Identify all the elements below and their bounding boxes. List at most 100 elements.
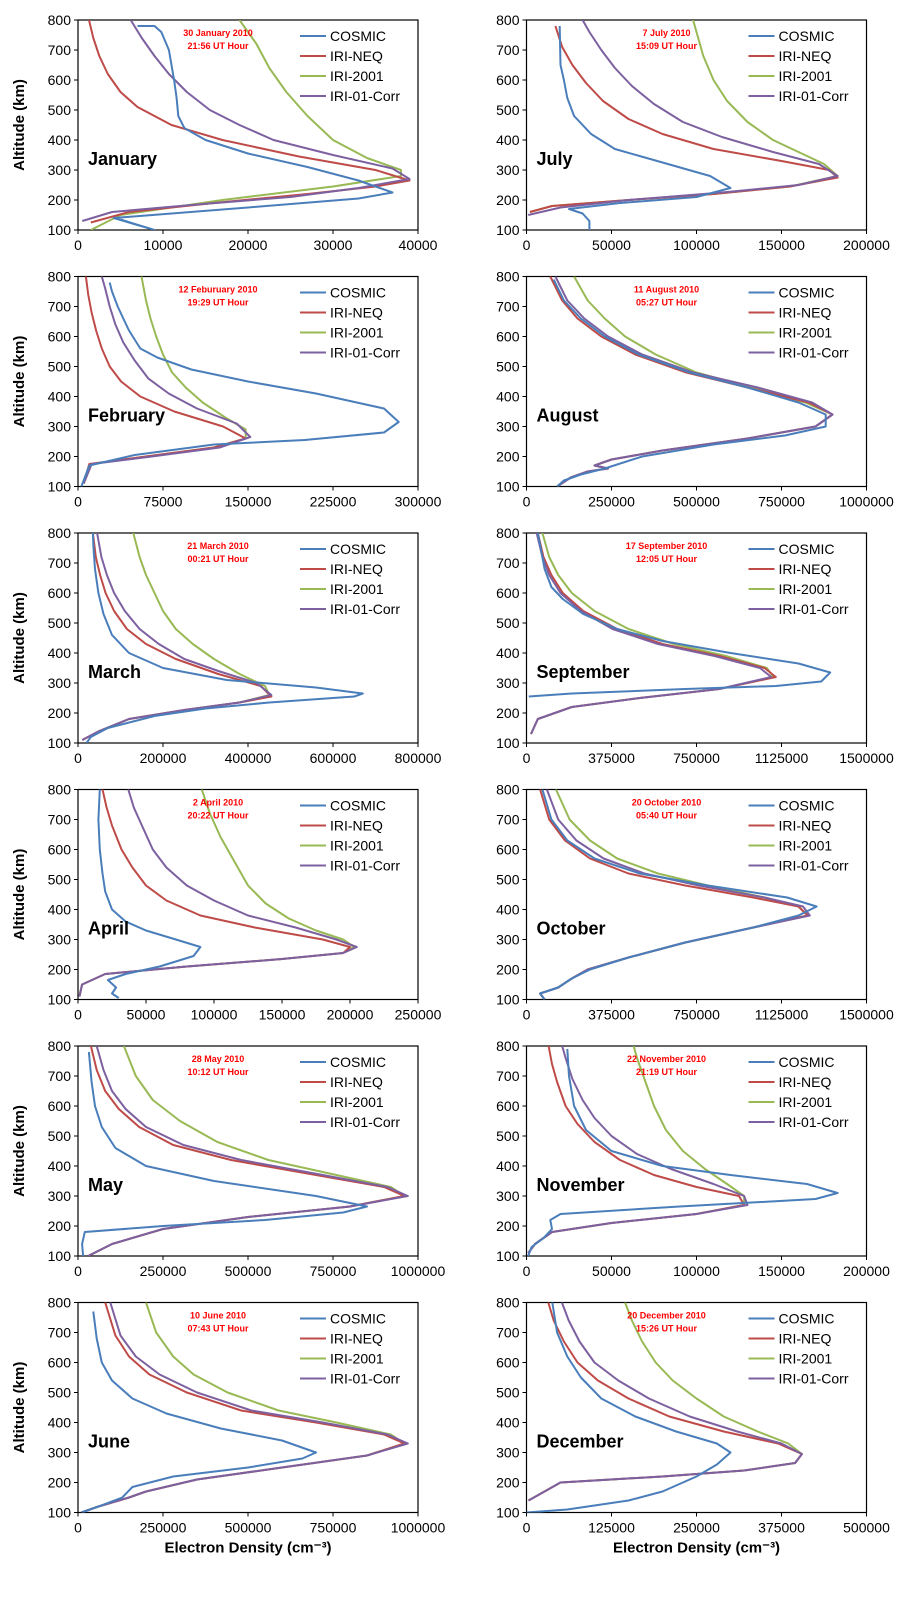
y-tick-label: 400 xyxy=(48,902,72,918)
legend-entry: IRI-01-Corr xyxy=(779,601,849,617)
y-tick-label: 400 xyxy=(496,132,520,148)
y-tick-label: 400 xyxy=(48,389,72,405)
plot-area xyxy=(525,275,868,488)
legend-entry: IRI-2001 xyxy=(779,325,833,341)
month-label: May xyxy=(88,1175,123,1195)
x-tick-label: 250000 xyxy=(673,1520,720,1536)
month-label: August xyxy=(537,406,599,426)
y-tick-label: 600 xyxy=(48,329,72,345)
legend-entry: IRI-NEQ xyxy=(330,1331,383,1347)
month-label: September xyxy=(537,662,630,682)
month-label: February xyxy=(88,406,165,426)
time-label: 20:22 UT Hour xyxy=(187,811,249,821)
month-label: March xyxy=(88,662,141,682)
legend-entry: IRI-2001 xyxy=(779,68,833,84)
y-axis-label: Altitude (km) xyxy=(11,592,28,684)
date-label: 10 June 2010 xyxy=(190,1311,246,1321)
y-tick-label: 200 xyxy=(48,449,72,465)
legend-entry: COSMIC xyxy=(779,1054,835,1070)
panel-october: 100 200 300 400 500 600 700 800 0 375000 750000 112… xyxy=(496,782,894,1023)
x-tick-label: 250000 xyxy=(588,494,635,510)
y-tick-label: 100 xyxy=(496,1248,520,1264)
y-tick-label: 800 xyxy=(48,12,72,28)
x-tick-label: 0 xyxy=(74,750,82,766)
y-tick-label: 100 xyxy=(496,1505,520,1521)
date-label: 12 Feburuary 2010 xyxy=(178,285,257,295)
legend-entry: IRI-01-Corr xyxy=(330,88,400,104)
date-label: 30 January 2010 xyxy=(183,28,253,38)
y-tick-label: 700 xyxy=(48,1068,72,1084)
x-tick-label: 20000 xyxy=(229,237,268,253)
x-tick-label: 150000 xyxy=(758,1263,805,1279)
date-label: 20 December 2010 xyxy=(627,1311,706,1321)
panel-may: 100 200 300 400 500 600 700 800 0 250000 500000 750… xyxy=(11,1038,445,1279)
y-tick-label: 300 xyxy=(48,675,72,691)
x-tick-label: 500000 xyxy=(843,1520,890,1536)
time-label: 21:56 UT Hour xyxy=(187,41,249,51)
x-tick-label: 750000 xyxy=(673,750,720,766)
y-tick-label: 500 xyxy=(496,615,520,631)
time-label: 00:21 UT Hour xyxy=(187,554,249,564)
x-tick-label: 400000 xyxy=(225,750,272,766)
x-tick-label: 0 xyxy=(74,1007,82,1023)
series-line-iri-2001 xyxy=(90,20,402,230)
y-tick-label: 200 xyxy=(48,192,72,208)
x-tick-label: 75000 xyxy=(144,494,183,510)
x-tick-label: 1125000 xyxy=(755,750,809,766)
time-label: 07:43 UT Hour xyxy=(187,1324,249,1334)
y-tick-label: 100 xyxy=(496,992,520,1008)
legend-entry: IRI-NEQ xyxy=(779,1331,832,1347)
panel-april: 100 200 300 400 500 600 700 800 0 50000 100000 1500… xyxy=(11,782,442,1023)
y-tick-label: 700 xyxy=(496,812,520,828)
legend-entry: IRI-NEQ xyxy=(330,305,383,321)
legend-entry: IRI-01-Corr xyxy=(779,345,849,361)
legend-entry: IRI-NEQ xyxy=(330,561,383,577)
month-label: October xyxy=(537,919,606,939)
x-tick-label: 100000 xyxy=(191,1007,238,1023)
date-label: 22 November 2010 xyxy=(627,1054,706,1064)
series-line-cosmic xyxy=(558,25,732,230)
x-tick-label: 500000 xyxy=(225,1263,272,1279)
y-tick-label: 500 xyxy=(48,359,72,375)
date-label: 2 April 2010 xyxy=(193,798,243,808)
legend-entry: IRI-01-Corr xyxy=(330,345,400,361)
y-tick-label: 100 xyxy=(496,735,520,751)
x-tick-label: 0 xyxy=(523,1520,531,1536)
x-tick-label: 200000 xyxy=(843,1263,890,1279)
legend-entry: IRI-NEQ xyxy=(779,48,832,64)
y-tick-label: 700 xyxy=(48,555,72,571)
series-line-iri-01-corr xyxy=(527,1046,749,1254)
y-tick-label: 500 xyxy=(48,615,72,631)
series-line-cosmic xyxy=(85,533,364,743)
x-tick-label: 750000 xyxy=(310,1263,357,1279)
x-tick-label: 50000 xyxy=(127,1007,166,1023)
legend-entry: IRI-2001 xyxy=(779,1094,833,1110)
x-tick-label: 225000 xyxy=(310,494,357,510)
legend-entry: COSMIC xyxy=(330,541,386,557)
x-tick-label: 0 xyxy=(74,1263,82,1279)
x-tick-label: 500000 xyxy=(225,1520,272,1536)
time-label: 15:09 UT Hour xyxy=(636,41,698,51)
month-label: December xyxy=(537,1432,624,1452)
x-tick-label: 125000 xyxy=(588,1520,635,1536)
plot-area xyxy=(525,1045,868,1257)
plot-area xyxy=(77,1301,419,1514)
series-line-cosmic xyxy=(81,1051,368,1256)
y-tick-label: 500 xyxy=(496,359,520,375)
y-tick-label: 800 xyxy=(496,269,520,285)
y-tick-label: 600 xyxy=(48,1098,72,1114)
y-tick-label: 300 xyxy=(496,419,520,435)
series-line-cosmic xyxy=(539,789,818,1000)
x-tick-label: 600000 xyxy=(310,750,357,766)
y-tick-label: 400 xyxy=(496,645,520,661)
x-tick-label: 0 xyxy=(523,750,531,766)
legend-entry: IRI-2001 xyxy=(330,1094,384,1110)
legend-entry: COSMIC xyxy=(779,541,835,557)
x-tick-label: 250000 xyxy=(140,1263,187,1279)
series-line-iri-01-corr xyxy=(78,789,358,997)
x-tick-label: 100000 xyxy=(673,237,720,253)
y-axis-label: Altitude (km) xyxy=(11,79,28,171)
y-tick-label: 600 xyxy=(496,842,520,858)
series-line-cosmic xyxy=(528,533,832,698)
